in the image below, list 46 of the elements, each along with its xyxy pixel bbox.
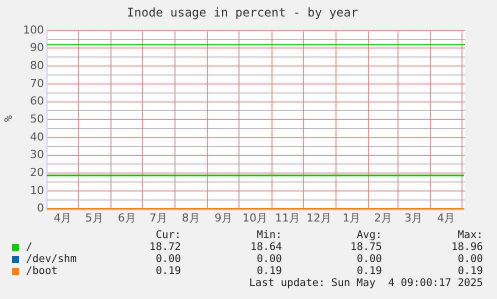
text: 0.19 bbox=[356, 265, 382, 277]
x-tick-label: 7月 bbox=[149, 211, 168, 224]
x-tick-label: 11月 bbox=[275, 211, 300, 224]
y-tick-label: 40 bbox=[30, 130, 44, 144]
y-tick-label: 100 bbox=[22, 23, 44, 36]
x-tick-label: 4月 bbox=[437, 211, 456, 224]
legend-label: /dev/shm bbox=[26, 253, 77, 265]
y-tick-label: 20 bbox=[30, 166, 44, 179]
y-tick-label: 50 bbox=[30, 112, 44, 126]
text: 18.72 bbox=[148, 241, 181, 253]
legend-label: / bbox=[26, 241, 32, 253]
text: 0.00 bbox=[356, 253, 382, 265]
text: Min: bbox=[256, 229, 282, 241]
text: 0.00 bbox=[154, 253, 181, 265]
text: 0.00 bbox=[456, 253, 483, 265]
x-tick-label: 9月 bbox=[214, 211, 232, 224]
x-tick-label: 10月 bbox=[242, 211, 268, 224]
y-tick-label: 70 bbox=[30, 76, 44, 90]
text: Last update: Sun May 4 09:00:17 2025 bbox=[249, 277, 483, 289]
text: 18.64 bbox=[249, 241, 282, 253]
x-tick-label: 8月 bbox=[182, 211, 200, 224]
y-tick-label: 60 bbox=[30, 94, 44, 108]
y-tick-label: 0 bbox=[36, 202, 44, 215]
text: 18.96 bbox=[450, 241, 483, 253]
text: Max: bbox=[456, 229, 483, 241]
x-tick-label: 3月 bbox=[404, 211, 423, 224]
chart-title: Inode usage in percent - by year bbox=[126, 5, 358, 20]
y-tick-label: 90 bbox=[30, 41, 44, 54]
x-tick-label: 4月 bbox=[54, 211, 72, 224]
y-tick-label: 10 bbox=[30, 184, 44, 197]
y-tick-label: 80 bbox=[30, 58, 44, 72]
x-tick-label: 2月 bbox=[374, 211, 392, 224]
text: 0.19 bbox=[456, 265, 483, 277]
y-axis-title: % bbox=[2, 115, 15, 122]
x-tick-label: 1月 bbox=[342, 211, 361, 224]
text: 0.19 bbox=[256, 265, 282, 277]
text: Avg: bbox=[356, 229, 382, 241]
x-tick-label: 12月 bbox=[306, 211, 332, 224]
text: 0.19 bbox=[154, 265, 181, 277]
y-tick-label: 30 bbox=[30, 148, 44, 162]
x-tick-label: 6月 bbox=[118, 211, 136, 224]
text: 18.75 bbox=[349, 241, 382, 253]
legend-label: /boot bbox=[26, 265, 58, 277]
text: Cur: bbox=[154, 229, 181, 241]
text: 0.00 bbox=[256, 253, 282, 265]
x-tick-label: 5月 bbox=[85, 211, 104, 224]
